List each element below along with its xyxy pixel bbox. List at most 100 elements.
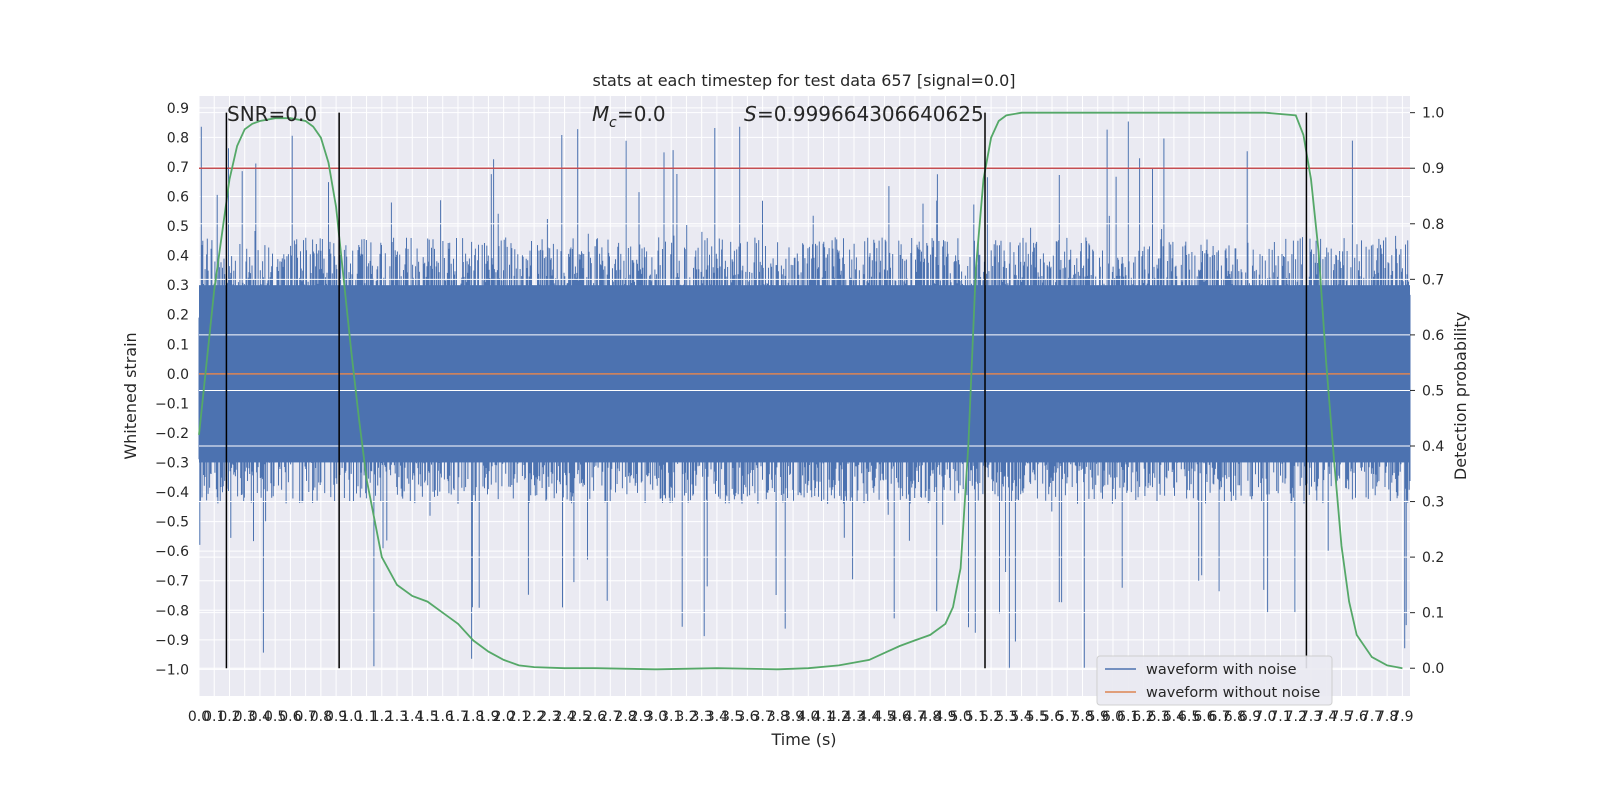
x-tick-label: 3.6 [736, 709, 758, 725]
y-tick-label: 0.0 [167, 367, 189, 383]
x-tick-label: 5.4 [1010, 709, 1032, 725]
x-tick-label: 5.2 [980, 709, 1002, 725]
x-tick-label: 3.9 [782, 709, 804, 725]
x-tick-label: 3.2 [675, 709, 697, 725]
x-tick-label: 5.8 [1071, 709, 1093, 725]
x-tick-label: 2.6 [584, 709, 606, 725]
y-tick-label: −0.4 [155, 485, 189, 501]
x-tick-label: 1.1 [355, 709, 377, 725]
x-tick-label: 6.4 [1163, 709, 1185, 725]
score-annotation: S =0.999664306640625 [744, 102, 984, 126]
legend: waveform with noise waveform without noi… [1096, 655, 1333, 706]
x-tick-label: 0.6 [279, 709, 301, 725]
x-tick-label: 5.1 [965, 709, 987, 725]
x-tick-label: 0.4 [249, 709, 271, 725]
x-tick-label: 3.0 [645, 709, 667, 725]
score-value: =0.999664306640625 [757, 102, 984, 126]
x-tick-label: 2.0 [493, 709, 515, 725]
x-tick-label: 4.4 [858, 709, 880, 725]
legend-box [1096, 655, 1333, 706]
x-tick-label: 1.3 [386, 709, 408, 725]
x-tick-label: 4.6 [889, 709, 911, 725]
x-tick-label: 0.5 [264, 709, 286, 725]
legend-label-clean: waveform without noise [1146, 685, 1320, 701]
x-tick-label: 4.1 [812, 709, 834, 725]
line-series [198, 111, 1410, 671]
svg-text:M: M [592, 102, 609, 126]
x-tick-label: 7.7 [1361, 709, 1383, 725]
y-tick-label: 0.4 [167, 249, 189, 265]
x-tick-label: 0.0 [188, 709, 210, 725]
x-tick-label: 4.3 [843, 709, 865, 725]
x-tick-label: 1.7 [447, 709, 469, 725]
x-tick-label: 7.4 [1315, 709, 1337, 725]
x-tick-label: 7.8 [1376, 709, 1398, 725]
x-tick-label: 3.4 [706, 709, 728, 725]
x-tick-label: 1.6 [432, 709, 454, 725]
x-tick-label: 1.4 [401, 709, 423, 725]
x-tick-label: 3.8 [767, 709, 789, 725]
y-tick-label: 0.6 [167, 189, 189, 205]
x-tick-label: 6.1 [1117, 709, 1139, 725]
x-tick-label: 6.3 [1148, 709, 1170, 725]
y-tick-label: −1.0 [155, 662, 189, 678]
axes: 0.00.10.20.30.40.50.60.70.80.91.01.11.21… [155, 101, 1444, 725]
y-axis-label: Whitened strain [121, 332, 140, 459]
x-tick-label: 7.6 [1346, 709, 1368, 725]
x-tick-label: 1.9 [477, 709, 499, 725]
y2-tick-label: 0.6 [1422, 328, 1444, 344]
y2-tick-label: 0.4 [1422, 439, 1444, 455]
y2-tick-label: 0.2 [1422, 550, 1444, 566]
x-tick-label: 7.0 [1254, 709, 1276, 725]
x-tick-label: 6.0 [1102, 709, 1124, 725]
x-tick-label: 4.0 [797, 709, 819, 725]
y-tick-label: 0.5 [167, 219, 189, 235]
x-tick-label: 0.9 [325, 709, 347, 725]
x-tick-label: 3.1 [660, 709, 682, 725]
y-tick-label: −0.2 [155, 426, 189, 442]
y-tick-label: 0.1 [167, 337, 189, 353]
y-tick-label: −0.9 [155, 633, 189, 649]
x-tick-label: 2.5 [569, 709, 591, 725]
y2-axis-label: Detection probability [1451, 312, 1470, 480]
x-tick-label: 2.2 [523, 709, 545, 725]
y2-tick-label: 0.1 [1422, 606, 1444, 622]
x-tick-label: 7.1 [1269, 709, 1291, 725]
x-tick-label: 1.2 [371, 709, 393, 725]
x-tick-label: 0.8 [310, 709, 332, 725]
x-tick-label: 5.7 [1056, 709, 1078, 725]
x-tick-label: 1.8 [462, 709, 484, 725]
y-tick-label: −0.3 [155, 456, 189, 472]
detection-probability-line [198, 111, 1403, 671]
x-tick-label: 5.3 [995, 709, 1017, 725]
y-tick-label: 0.9 [167, 101, 189, 117]
x-tick-label: 7.2 [1285, 709, 1307, 725]
x-tick-label: 4.8 [919, 709, 941, 725]
x-tick-label: 1.5 [416, 709, 438, 725]
y-tick-label: 0.7 [167, 160, 189, 176]
x-tick-label: 5.6 [1041, 709, 1063, 725]
y2-tick-label: 0.7 [1422, 272, 1444, 288]
x-tick-label: 6.2 [1132, 709, 1154, 725]
x-tick-label: 4.2 [828, 709, 850, 725]
x-tick-label: 3.5 [721, 709, 743, 725]
x-tick-label: 0.1 [203, 709, 225, 725]
x-tick-label: 7.5 [1330, 709, 1352, 725]
legend-label-noise: waveform with noise [1146, 662, 1297, 678]
y-tick-label: −0.5 [155, 515, 189, 531]
x-tick-label: 6.6 [1193, 709, 1215, 725]
y-tick-label: 0.2 [167, 308, 189, 324]
x-tick-label: 6.5 [1178, 709, 1200, 725]
x-tick-label: 2.1 [508, 709, 530, 725]
chirp-mass-annotation: M c =0.0 [592, 102, 666, 131]
y-tick-label: −0.7 [155, 574, 189, 590]
x-tick-label: 4.7 [904, 709, 926, 725]
chart-title: stats at each timestep for test data 657… [592, 71, 1015, 90]
x-tick-label: 1.0 [340, 709, 362, 725]
x-tick-label: 3.7 [751, 709, 773, 725]
x-axis-label: Time (s) [770, 730, 836, 749]
x-tick-label: 4.9 [934, 709, 956, 725]
x-tick-label: 4.5 [873, 709, 895, 725]
x-tick-label: 2.3 [538, 709, 560, 725]
